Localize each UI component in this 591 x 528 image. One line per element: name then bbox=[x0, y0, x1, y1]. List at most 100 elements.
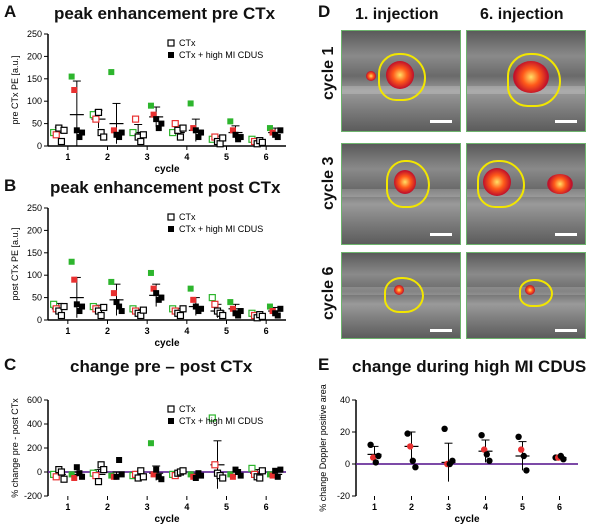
y-tick-label: 100 bbox=[27, 96, 42, 106]
chart-a: 0 50 100 150 200 250 1 2 3 4 5 6 cycle pre CTx PE [a.… bbox=[10, 29, 286, 174]
data-point bbox=[60, 302, 68, 311]
data-point bbox=[60, 475, 68, 483]
x-axis-label: cycle bbox=[154, 338, 179, 348]
y-tick-label: 20 bbox=[340, 427, 350, 437]
data-point bbox=[153, 466, 160, 473]
ultrasound-cycle1-injection1 bbox=[341, 30, 461, 132]
x-tick-label: 3 bbox=[145, 326, 150, 336]
data-point bbox=[73, 301, 80, 308]
data-point bbox=[71, 475, 78, 481]
data-point bbox=[116, 303, 123, 310]
data-point bbox=[274, 134, 281, 141]
data-point bbox=[219, 311, 227, 320]
data-point bbox=[412, 464, 419, 471]
y-tick-label: 150 bbox=[27, 248, 42, 258]
x-tick-label: 2 bbox=[105, 502, 110, 512]
x-tick-label: 6 bbox=[557, 502, 562, 512]
data-point bbox=[92, 115, 100, 123]
data-point bbox=[108, 69, 115, 76]
panel-letter-a: A bbox=[4, 2, 17, 21]
x-tick-label: 4 bbox=[483, 502, 488, 512]
data-point bbox=[118, 308, 125, 315]
data-point bbox=[237, 134, 244, 141]
data-point bbox=[108, 278, 115, 285]
data-point bbox=[274, 473, 281, 480]
data-point bbox=[110, 127, 117, 134]
ultrasound-cycle3-injection6 bbox=[466, 143, 586, 245]
data-point bbox=[150, 285, 157, 292]
data-point bbox=[237, 472, 244, 479]
y-tick-label: 50 bbox=[32, 119, 42, 129]
x-tick-label: 2 bbox=[105, 152, 110, 162]
data-point bbox=[523, 467, 530, 474]
data-point bbox=[277, 127, 284, 134]
data-point bbox=[153, 290, 160, 297]
data-point bbox=[113, 473, 120, 480]
legend-label-ctx: CTx bbox=[179, 212, 196, 222]
data-point bbox=[155, 125, 162, 132]
data-point bbox=[518, 446, 525, 453]
data-point bbox=[137, 467, 145, 475]
panel-letter-b: B bbox=[4, 176, 17, 195]
data-point bbox=[208, 293, 216, 302]
x-tick-label: 4 bbox=[184, 502, 189, 512]
y-tick-label: 0 bbox=[345, 459, 350, 469]
data-point bbox=[441, 425, 448, 432]
data-point bbox=[274, 312, 281, 319]
x-tick-label: 3 bbox=[145, 502, 150, 512]
x-axis-label: cycle bbox=[454, 514, 479, 525]
data-point bbox=[409, 457, 416, 464]
y-tick-label: 0 bbox=[37, 315, 42, 325]
x-tick-label: 6 bbox=[264, 502, 269, 512]
panel-letter-c: C bbox=[4, 355, 17, 374]
legend-label-cdus: CTx + high MI CDUS bbox=[179, 50, 263, 60]
data-point bbox=[208, 414, 216, 422]
data-point bbox=[235, 312, 242, 319]
y-axis-label: % change Doppler positive area bbox=[318, 384, 328, 512]
data-point bbox=[258, 138, 266, 147]
chart-e: -20 0 20 40 1 2 3 4 5 6 cycle % change Doppler posi… bbox=[318, 384, 578, 525]
data-point bbox=[179, 467, 187, 475]
row-label-cycle-6: cycle 6 bbox=[320, 266, 337, 320]
data-point bbox=[97, 311, 105, 320]
data-point bbox=[79, 473, 86, 480]
data-point bbox=[147, 269, 154, 276]
y-tick-label: 600 bbox=[27, 395, 42, 405]
data-point bbox=[232, 131, 239, 138]
data-point bbox=[57, 311, 66, 320]
y-tick-label: 0 bbox=[37, 467, 42, 477]
data-point bbox=[229, 305, 236, 312]
data-point bbox=[171, 119, 179, 128]
chart-b: 0 50 100 150 200 250 1 2 3 4 5 6 cycle post CTx PE [a… bbox=[10, 203, 286, 348]
ultrasound-cycle1-injection6 bbox=[466, 30, 586, 132]
legend-label-ctx: CTx bbox=[179, 38, 196, 48]
panel-title-b: peak enhancement post CTx bbox=[50, 178, 281, 197]
column-label-1-injection: 1. injection bbox=[355, 6, 439, 23]
data-point bbox=[277, 305, 284, 312]
data-point bbox=[131, 115, 140, 123]
row-label-cycle-3: cycle 3 bbox=[320, 156, 337, 210]
data-point bbox=[219, 134, 227, 142]
data-point bbox=[79, 303, 86, 310]
data-point bbox=[158, 476, 165, 483]
data-point bbox=[272, 467, 279, 474]
data-point bbox=[211, 461, 219, 469]
data-point bbox=[237, 308, 244, 315]
y-tick-label: 400 bbox=[27, 419, 42, 429]
data-point bbox=[94, 108, 103, 117]
panel-title-a: peak enhancement pre CTx bbox=[54, 4, 276, 23]
data-point bbox=[266, 303, 273, 310]
data-point bbox=[560, 456, 567, 463]
ultrasound-cycle6-injection6 bbox=[466, 252, 586, 339]
y-tick-label: 250 bbox=[27, 203, 42, 213]
y-tick-label: 250 bbox=[27, 29, 42, 39]
x-tick-label: 5 bbox=[520, 502, 525, 512]
data-point bbox=[370, 454, 377, 461]
data-point bbox=[116, 134, 123, 141]
data-point bbox=[176, 133, 185, 141]
data-point bbox=[92, 471, 100, 480]
legend-marker-ctx bbox=[167, 405, 175, 413]
x-tick-label: 4 bbox=[184, 326, 189, 336]
legend-marker-cdus bbox=[168, 226, 174, 232]
data-point bbox=[229, 127, 236, 134]
